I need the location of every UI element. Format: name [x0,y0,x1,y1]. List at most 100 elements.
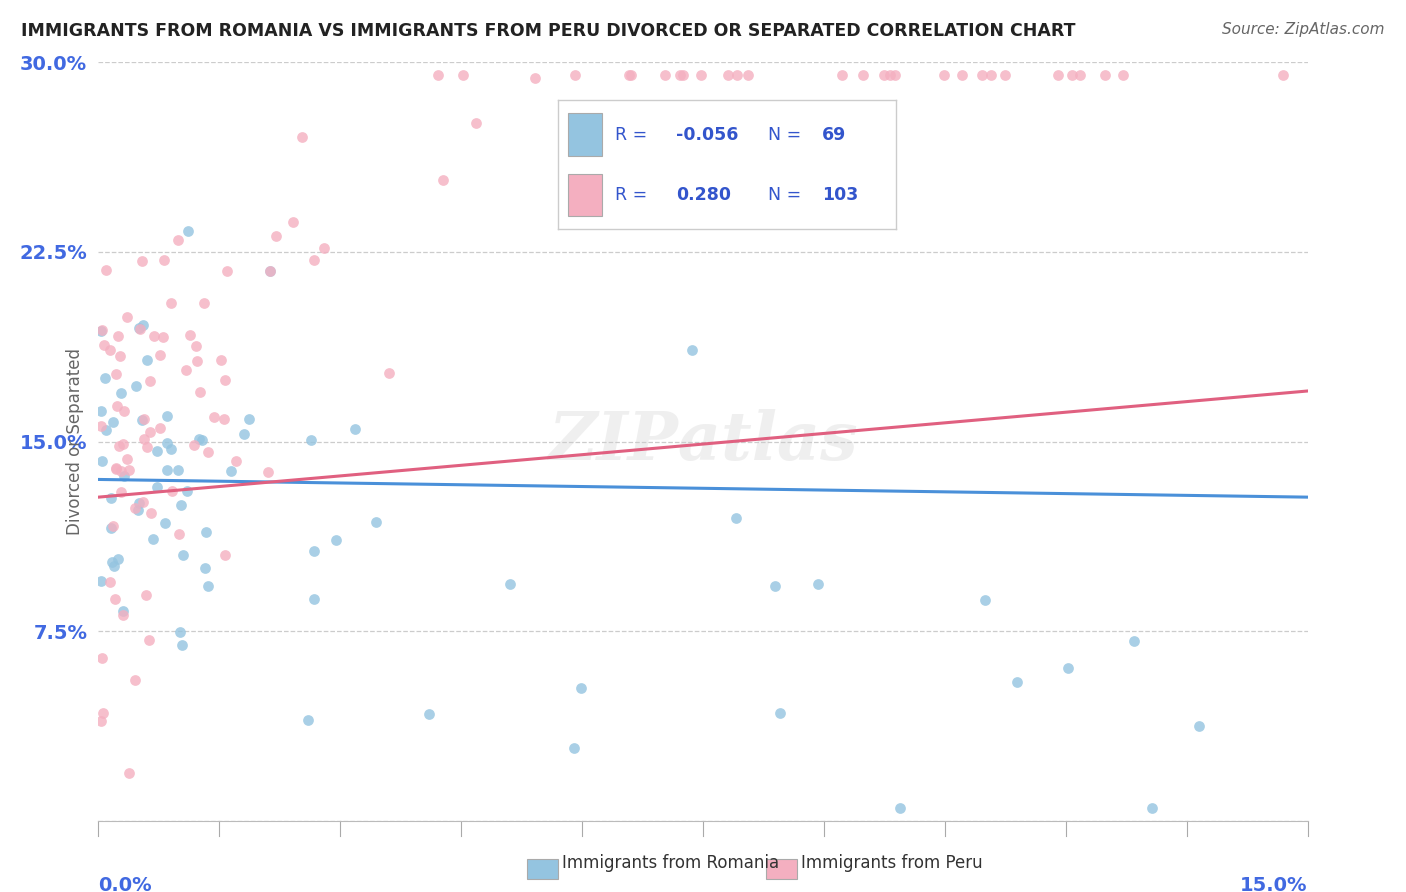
Point [325,533,347,547]
Point [166,233,188,247]
Point [188,384,211,399]
Point [100,521,122,535]
Point [873,68,896,82]
Point [569,681,592,695]
Point [238,412,260,426]
Point [105,399,128,413]
Text: ZIP​atlas: ZIP​atlas [548,409,858,474]
Point [654,68,676,82]
Point [134,432,156,446]
Text: IMMIGRANTS FROM ROMANIA VS IMMIGRANTS FROM PERU DIVORCED OR SEPARATED CORRELATIO: IMMIGRANTS FROM ROMANIA VS IMMIGRANTS FR… [21,22,1076,40]
Point [149,421,172,435]
Point [214,373,236,387]
Point [1069,68,1091,82]
Point [932,68,955,82]
Point [232,426,254,441]
Point [980,68,1002,82]
Point [217,263,239,277]
Point [98,343,121,358]
Text: Immigrants from Romania: Immigrants from Romania [562,855,779,872]
Text: Divorced or Separated: Divorced or Separated [66,348,84,535]
Point [176,483,198,498]
Point [807,577,830,591]
Point [179,328,201,343]
Point [690,68,713,82]
Point [135,441,157,455]
Point [132,318,155,332]
Point [114,403,136,417]
Point [1272,68,1295,82]
Point [104,592,127,607]
Point [378,366,401,380]
Point [1094,68,1116,82]
Point [142,329,165,343]
Point [418,707,440,722]
Point [1188,719,1211,733]
Point [103,559,125,574]
Point [259,263,281,277]
Point [131,495,153,509]
Point [672,68,695,82]
Point [973,592,995,607]
Point [156,436,179,450]
Point [717,68,740,82]
Point [90,403,112,417]
Point [343,422,366,436]
Point [432,173,454,187]
Point [167,462,190,476]
Point [93,337,115,351]
Text: 15.0%: 15.0% [1240,876,1308,892]
Point [160,442,183,457]
Point [617,68,640,82]
Point [107,551,129,566]
Point [156,409,179,423]
Point [132,412,155,426]
Point [364,515,387,529]
Point [94,423,117,437]
Point [153,516,176,530]
Point [100,575,122,590]
Point [156,463,179,477]
Point [302,591,325,606]
Point [131,413,153,427]
Point [131,254,153,268]
Point [105,367,128,381]
Point [669,68,692,82]
Point [451,68,474,82]
Point [146,443,169,458]
Point [264,228,287,243]
Point [139,375,162,389]
Point [94,371,117,385]
Point [129,322,152,336]
Point [498,577,520,591]
Point [883,68,905,82]
Point [91,323,114,337]
Point [176,224,198,238]
Point [128,320,150,334]
Point [135,353,157,368]
Point [90,324,112,338]
Point [115,310,138,325]
Point [117,766,139,780]
Point [90,714,112,729]
Point [100,556,122,570]
Point [194,525,217,540]
Point [204,409,226,424]
Point [214,412,236,426]
Point [149,347,172,361]
Point [135,589,157,603]
Point [281,215,304,229]
Point [312,241,335,255]
Point [91,651,114,665]
Point [103,519,125,533]
Point [1112,68,1135,82]
Point [169,625,191,640]
Point [257,465,280,479]
Point [94,263,117,277]
Point [124,501,146,516]
Point [1005,675,1028,690]
Text: Source: ZipAtlas.com: Source: ZipAtlas.com [1222,22,1385,37]
Point [111,604,134,618]
Point [1122,634,1144,648]
Point [146,480,169,494]
